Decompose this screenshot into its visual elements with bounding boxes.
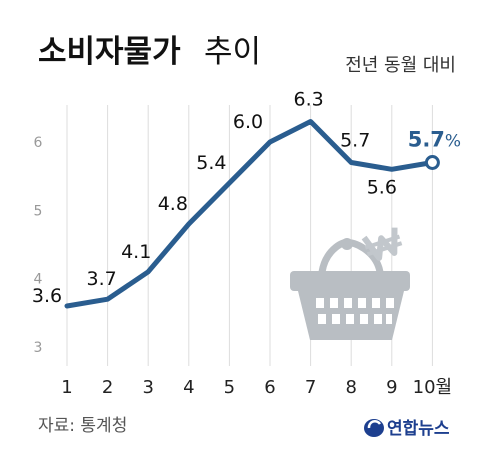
x-tick-label: 10월 <box>413 377 452 398</box>
chart-subtitle: 전년 동월 대비 <box>345 55 456 76</box>
y-axis: 3 4 5 6 <box>34 135 43 356</box>
x-tick-label: 4 <box>183 377 194 398</box>
data-label: 5.4 <box>196 152 226 174</box>
shopping-basket-icon <box>290 238 410 340</box>
x-tick-label: 3 <box>142 377 153 398</box>
won-sign-icon <box>361 227 403 261</box>
y-tick-label: 6 <box>34 135 43 151</box>
x-tick-label: 8 <box>345 377 356 398</box>
data-label: 5.6 <box>367 176 397 198</box>
data-marker-last <box>424 155 440 170</box>
chart-title-bold: 소비자물가 <box>38 34 181 70</box>
data-labels: 3.6 3.74.1 4.8 5.4 6.0 6.3 5.7 5.6 5.7% <box>32 89 461 308</box>
y-tick-label: 5 <box>34 203 43 219</box>
x-tick-label: 6 <box>264 377 275 398</box>
data-markers <box>424 155 440 170</box>
y-tick-label: 4 <box>34 272 43 288</box>
x-tick-label: 7 <box>305 377 316 398</box>
x-tick-label: 5 <box>224 377 235 398</box>
data-label: 6.0 <box>233 111 263 133</box>
x-axis: 1 2 3 4 5 6 7 8 9 10월 <box>61 377 452 398</box>
data-label: 4.8 <box>158 193 188 215</box>
data-label: 3.7 <box>86 268 116 290</box>
source-label: 자료: 통계청 <box>38 416 127 436</box>
data-label: 4.1 <box>121 241 151 263</box>
data-label: 5.7% <box>408 128 461 152</box>
data-label: 6.3 <box>293 89 323 111</box>
y-tick-label: 3 <box>34 340 43 356</box>
series-line <box>64 119 435 309</box>
x-tick-label: 9 <box>386 377 397 398</box>
x-tick-label: 2 <box>102 377 113 398</box>
chart-title-light: 추이 <box>204 34 261 70</box>
data-label-unit: % <box>445 132 461 152</box>
yonhap-logo-text: 연합뉴스 <box>387 418 450 439</box>
yonhap-logo-icon <box>364 419 384 437</box>
x-tick-label: 1 <box>61 377 72 398</box>
data-label: 3.6 <box>32 285 62 307</box>
data-label: 5.7 <box>340 130 370 152</box>
